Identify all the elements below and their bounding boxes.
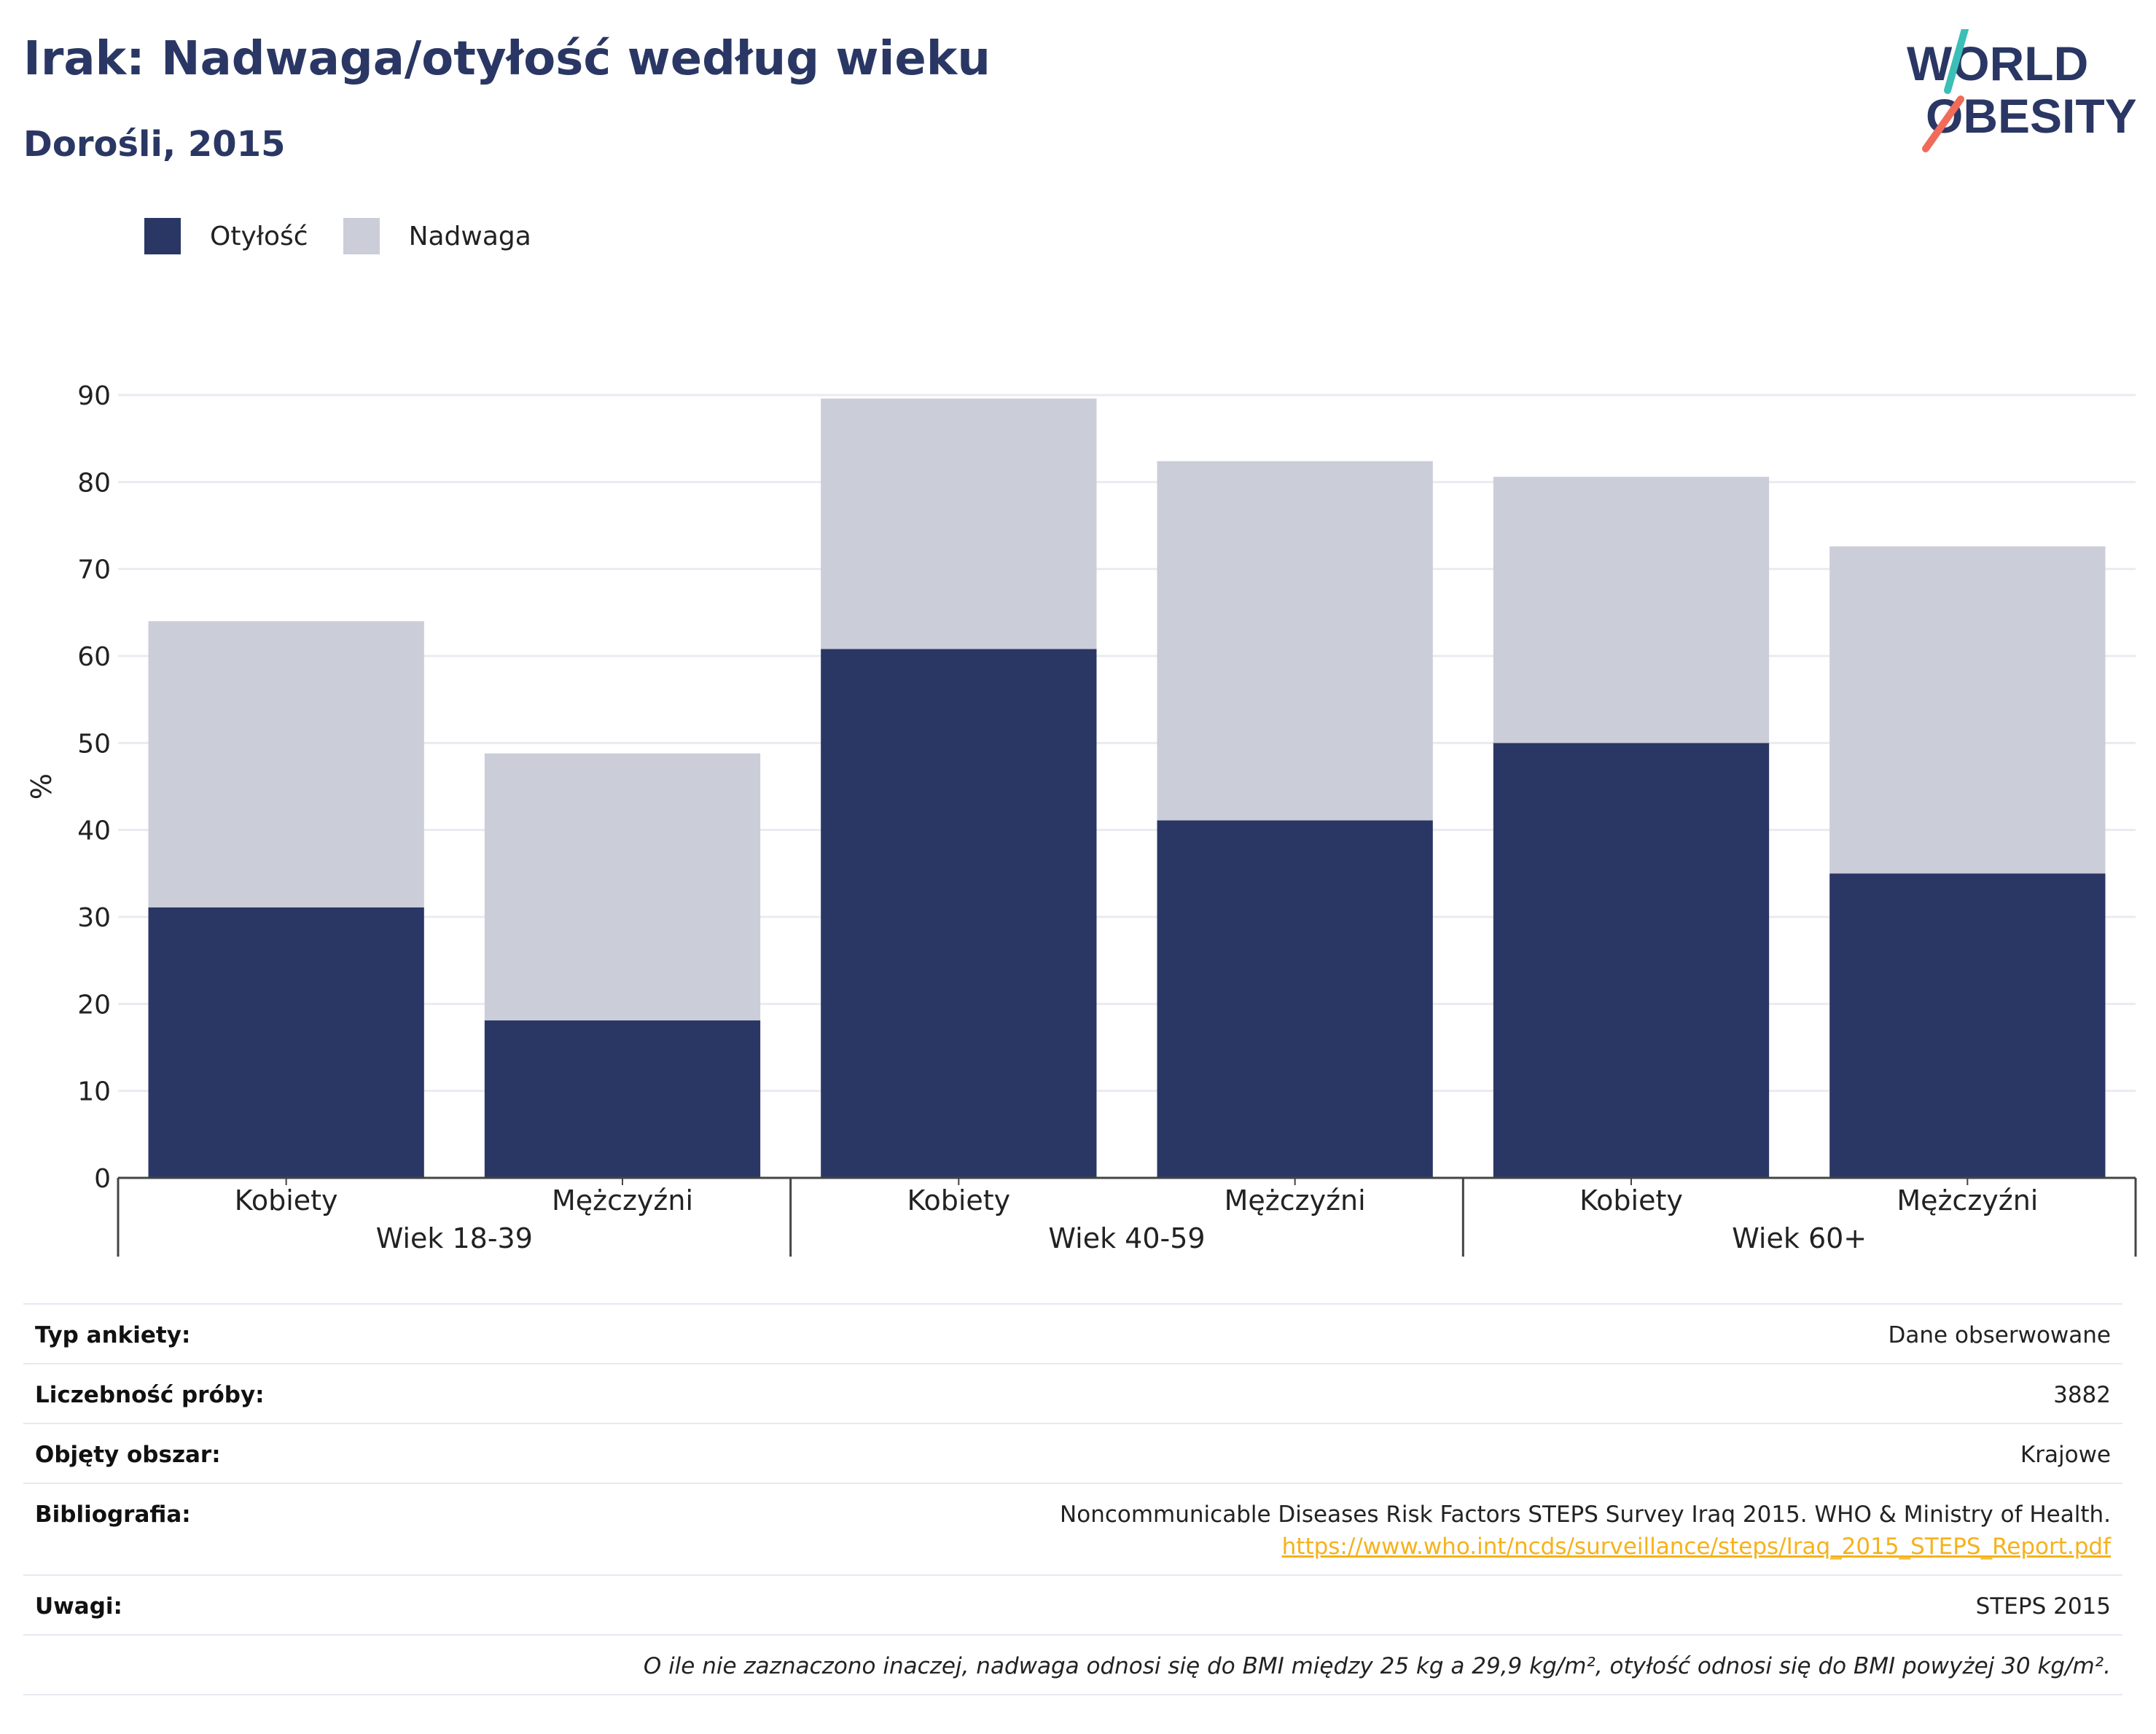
legend-item-obesity: Otyłość <box>144 218 308 254</box>
x-group-label: Wiek 40-59 <box>1048 1222 1205 1254</box>
info-row-notes: Uwagi: STEPS 2015 <box>23 1574 2122 1634</box>
x-group-label: Wiek 60+ <box>1732 1222 1867 1254</box>
world-obesity-logo: WORLD OBESITY <box>1902 26 2137 160</box>
info-label: Uwagi: <box>35 1593 122 1620</box>
y-tick-label: 50 <box>77 729 111 759</box>
y-tick-label: 90 <box>77 381 111 411</box>
bar-obesity <box>1493 743 1770 1178</box>
bar-obesity <box>1157 820 1433 1178</box>
info-row-sample-size: Liczebność próby: 3882 <box>23 1363 2122 1423</box>
y-tick-label: 30 <box>77 903 111 933</box>
x-tick-label: Kobiety <box>907 1184 1010 1216</box>
bar-overweight <box>484 753 761 1021</box>
y-tick-label: 40 <box>77 816 111 846</box>
footnote: O ile nie zaznaczono inaczej, nadwaga od… <box>643 1653 2111 1679</box>
bar-overweight <box>1493 477 1770 743</box>
y-axis-label: % <box>26 773 58 800</box>
x-tick-label: Kobiety <box>1579 1184 1683 1216</box>
x-tick-label: Kobiety <box>235 1184 338 1216</box>
legend-swatch-overweight <box>343 218 380 254</box>
bar-overweight <box>821 398 1097 649</box>
page-subtitle: Dorośli, 2015 <box>23 124 286 165</box>
info-value: Krajowe <box>2020 1442 2111 1468</box>
bibliography-link[interactable]: https://www.who.int/ncds/surveillance/st… <box>1281 1534 2111 1560</box>
y-tick-label: 10 <box>77 1077 111 1107</box>
bar-overweight <box>1829 546 2106 874</box>
info-label: Objęty obszar: <box>35 1442 221 1468</box>
y-tick-label: 0 <box>94 1164 111 1194</box>
y-tick-label: 20 <box>77 990 111 1020</box>
x-tick-label: Mężczyźni <box>1225 1184 1366 1216</box>
info-label: Bibliografia: <box>35 1501 191 1528</box>
x-tick-label: Mężczyźni <box>1897 1184 2038 1216</box>
legend-swatch-obesity <box>144 218 181 254</box>
info-value: STEPS 2015 <box>1975 1593 2111 1620</box>
bar-obesity <box>821 649 1097 1178</box>
page-title: Irak: Nadwaga/otyłość według wieku <box>23 32 991 86</box>
bar-chart: 0 10 20 30 40 50 60 70 80 90% Kobiety Mężczyźni Wiek… <box>26 381 2137 1257</box>
info-label: Liczebność próby: <box>35 1382 265 1408</box>
legend-item-overweight: Nadwaga <box>343 218 531 254</box>
bar-obesity <box>484 1020 761 1178</box>
bar-obesity <box>148 907 424 1178</box>
x-tick-label: Mężczyźni <box>552 1184 693 1216</box>
svg-text:WORLD: WORLD <box>1907 36 2088 90</box>
bibliography-text: Noncommunicable Diseases Risk Factors ST… <box>1060 1501 2111 1528</box>
y-tick-label: 60 <box>77 642 111 672</box>
y-tick-label: 70 <box>77 555 111 585</box>
chart-legend: Otyłość Nadwaga <box>144 217 566 255</box>
x-group-label: Wiek 18-39 <box>376 1222 533 1254</box>
legend-label-overweight: Nadwaga <box>408 221 531 251</box>
legend-label-obesity: Otyłość <box>210 221 308 251</box>
info-value: Dane obserwowane <box>1888 1322 2111 1348</box>
info-value-bibliography: Noncommunicable Diseases Risk Factors ST… <box>1060 1501 2111 1560</box>
bar-overweight <box>1157 461 1433 821</box>
info-label: Typ ankiety: <box>35 1322 191 1348</box>
y-tick-label: 80 <box>77 468 111 498</box>
info-row-survey-type: Typ ankiety: Dane obserwowane <box>23 1303 2122 1363</box>
info-row-area: Objęty obszar: Krajowe <box>23 1423 2122 1483</box>
bar-obesity <box>1829 873 2106 1178</box>
info-value: 3882 <box>2053 1382 2111 1408</box>
info-row-bibliography: Bibliografia: Noncommunicable Diseases R… <box>23 1483 2122 1574</box>
bar-overweight <box>148 621 424 907</box>
info-row-footnote: O ile nie zaznaczono inaczej, nadwaga od… <box>23 1634 2122 1695</box>
info-table: Typ ankiety: Dane obserwowane Liczebność… <box>23 1303 2122 1695</box>
